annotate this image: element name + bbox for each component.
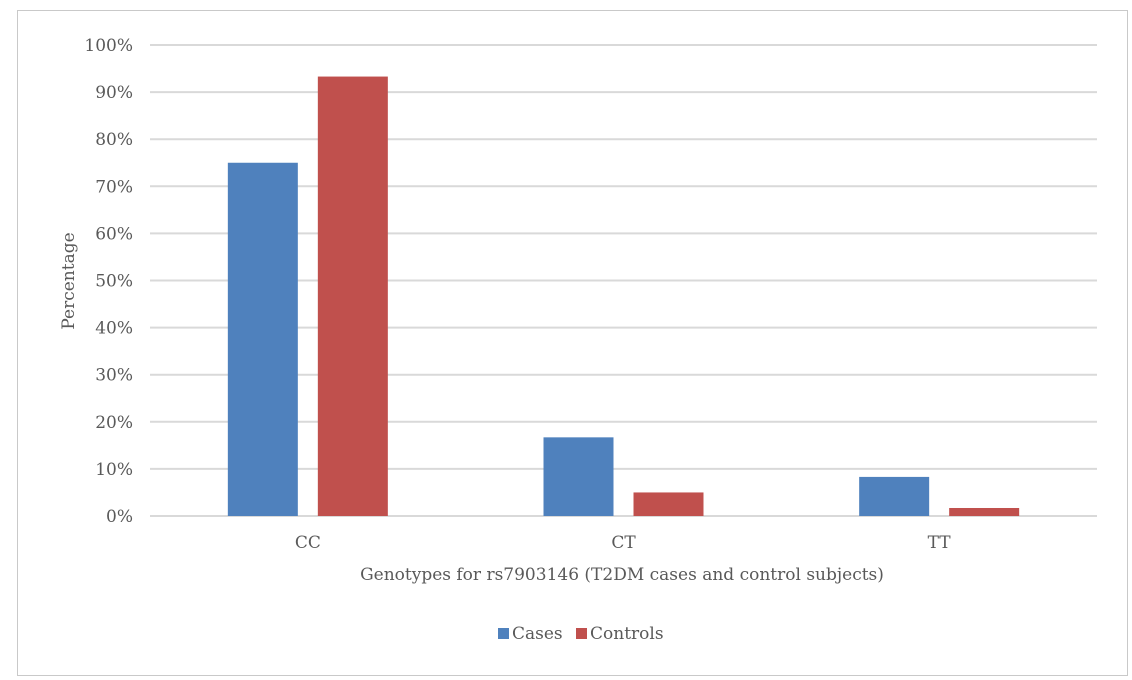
y-tick-label: 0%	[106, 507, 133, 527]
chart-frame	[17, 10, 1128, 676]
legend: Cases Controls	[498, 624, 664, 644]
y-tick-label: 90%	[95, 83, 133, 103]
y-tick-label: 80%	[95, 130, 133, 150]
bar-cases-ct	[543, 437, 614, 516]
legend-swatch-cases	[498, 628, 509, 639]
legend-swatch-controls	[576, 628, 587, 639]
y-tick-label: 50%	[95, 272, 133, 292]
gridlines	[150, 44, 1097, 517]
y-tick-label: 20%	[95, 413, 133, 433]
bar-controls-ct	[633, 492, 704, 516]
y-tick-label: 70%	[95, 177, 133, 197]
y-axis-title: Percentage	[59, 232, 79, 329]
x-tick-labels: CC CT TT	[295, 533, 951, 553]
x-tick-label: CC	[295, 533, 321, 553]
x-tick-label: CT	[611, 533, 636, 553]
y-tick-label: 60%	[95, 224, 133, 244]
bar-cases-tt	[859, 476, 930, 516]
legend-label-cases: Cases	[512, 624, 563, 644]
bars	[227, 76, 1020, 516]
bar-controls-tt	[949, 507, 1020, 516]
y-tick-labels: 0% 10% 20% 30% 40% 50% 60% 70% 80% 90% 100%	[84, 36, 133, 527]
bar-cases-cc	[227, 162, 298, 516]
y-tick-label: 40%	[95, 319, 133, 339]
y-tick-label: 10%	[95, 460, 133, 480]
y-tick-label: 100%	[84, 36, 133, 56]
x-tick-label: TT	[928, 533, 952, 553]
bar-controls-cc	[317, 76, 388, 516]
y-tick-label: 30%	[95, 366, 133, 386]
legend-label-controls: Controls	[590, 624, 664, 644]
x-axis-title: Genotypes for rs7903146 (T2DM cases and …	[360, 565, 884, 585]
